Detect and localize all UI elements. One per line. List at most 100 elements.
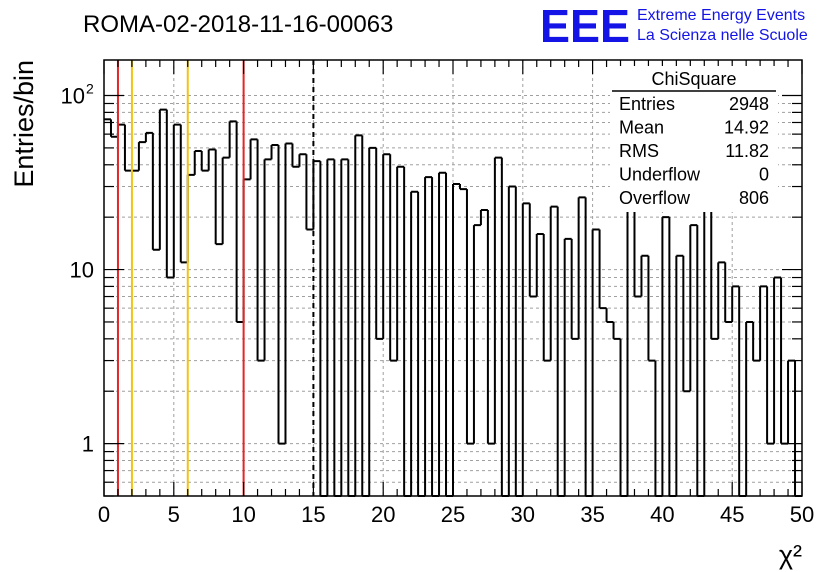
- stats-box-title: ChiSquare: [651, 69, 736, 89]
- stats-box: ChiSquare Entries 2948 Mean 14.92 RMS 11.82 Un…: [610, 66, 778, 212]
- stats-row-value: 14.92: [724, 118, 769, 138]
- histogram-bin: [326, 158, 335, 496]
- y-tick-label: 1: [82, 432, 94, 457]
- histogram-bin: [472, 224, 481, 444]
- x-axis-label: χ²: [779, 540, 802, 570]
- histogram-bin: [675, 254, 684, 496]
- histogram-bin: [123, 124, 132, 172]
- histogram-bin: [228, 120, 237, 158]
- histogram-bin: [221, 156, 230, 245]
- histogram-bin: [458, 184, 467, 191]
- reference-lines: [116, 60, 315, 496]
- y-tick-label: 10: [61, 84, 85, 109]
- eee-logo: EEE Extreme Energy Events La Scienza nel…: [540, 0, 808, 52]
- histogram-bin: [158, 108, 167, 250]
- histogram-bin: [549, 205, 558, 361]
- histogram-bin: [612, 321, 621, 340]
- histogram-bin: [486, 209, 495, 445]
- histogram-bin: [710, 206, 719, 340]
- histogram-bin: [577, 196, 586, 339]
- histogram-bin: [410, 190, 419, 496]
- histogram-bin: [368, 146, 377, 496]
- histogram-bin: [570, 238, 579, 340]
- stats-row-label: Overflow: [619, 188, 691, 208]
- x-tick-label: 0: [98, 502, 110, 527]
- histogram-bin: [235, 121, 244, 323]
- histogram-bin: [340, 158, 349, 496]
- histogram-bin: [291, 143, 300, 168]
- histogram-bin: [682, 255, 691, 393]
- histogram-bin: [493, 156, 502, 444]
- y-axis-label: Entries/bin: [9, 60, 39, 188]
- histogram-bin: [647, 255, 656, 362]
- histogram-bin: [270, 143, 279, 160]
- histogram-bin: [759, 285, 768, 361]
- eee-logo-line1: Extreme Energy Events: [637, 7, 805, 24]
- histogram-bin: [591, 228, 600, 496]
- histogram-bin: [424, 176, 433, 496]
- histogram-bin: [731, 285, 740, 322]
- x-tick-label: 40: [650, 502, 674, 527]
- x-tick-label: 45: [720, 502, 744, 527]
- x-tick-label: 35: [580, 502, 604, 527]
- histogram-bin: [598, 229, 607, 310]
- histogram-bin: [172, 123, 181, 278]
- histogram-bin: [179, 124, 188, 264]
- histogram-bin: [521, 202, 530, 496]
- histogram-bin: [479, 208, 488, 226]
- x-tick-label: 20: [371, 502, 395, 527]
- histogram-bin: [438, 171, 447, 496]
- stats-box-rows: Entries 2948 Mean 14.92 RMS 11.82 Underflow 0 Ov…: [619, 94, 769, 208]
- histogram-bin: [151, 132, 160, 251]
- histogram-bin: [193, 150, 202, 175]
- x-tick-label: 15: [301, 502, 325, 527]
- stats-row-value: 2948: [729, 94, 769, 114]
- x-tick-label: 25: [441, 502, 465, 527]
- histogram-bin: [396, 165, 405, 361]
- histogram-bin: [465, 189, 474, 445]
- y-tick-label: 10: [70, 258, 94, 283]
- histogram-bin: [165, 109, 174, 279]
- stats-row-value: 11.82: [725, 141, 769, 161]
- run-title: ROMA-02-2018-11-16-00063: [83, 11, 393, 38]
- histogram-bin: [535, 233, 544, 297]
- histogram-bin: [745, 320, 754, 496]
- histogram-bin: [200, 151, 209, 172]
- histogram-bin: [389, 154, 398, 362]
- stats-row-label: Mean: [619, 118, 664, 138]
- histogram-bin: [214, 149, 223, 246]
- histogram-bin: [249, 138, 258, 180]
- stats-row-value: 806: [739, 188, 769, 208]
- stats-row-label: Underflow: [619, 165, 701, 185]
- axis-ticks: [103, 60, 803, 497]
- histogram-bin: [507, 185, 516, 496]
- histogram-bin: [752, 321, 761, 362]
- x-tick-label: 50: [790, 502, 814, 527]
- y-tick-label-exponent: 2: [86, 81, 94, 97]
- histogram-bin: [605, 308, 614, 323]
- histogram-bin: [144, 131, 153, 143]
- x-tick-label: 30: [511, 502, 535, 527]
- stats-row-value: 0: [759, 165, 769, 185]
- histogram-bin: [542, 234, 551, 362]
- histogram-bin: [773, 276, 782, 444]
- x-tick-label: 10: [231, 502, 255, 527]
- histogram-bin: [277, 144, 286, 445]
- histogram-bin: [382, 153, 391, 339]
- stats-row-label: RMS: [619, 141, 659, 161]
- histogram-bin: [284, 142, 293, 444]
- histogram-bin: [452, 183, 460, 496]
- histogram-bin: [263, 158, 272, 361]
- histogram-bin: [354, 134, 363, 496]
- histogram-bin: [137, 141, 146, 171]
- histogram-bin: [528, 203, 537, 298]
- histogram-bin: [661, 216, 670, 496]
- histogram-bin: [298, 153, 307, 167]
- histogram-bin: [766, 286, 775, 445]
- histogram-bin: [717, 261, 726, 339]
- x-tick-labels: 0 5 10 15 20 25 30 35 40 45 50: [98, 502, 814, 527]
- histogram-bin: [563, 237, 572, 496]
- histogram-bin: [640, 254, 649, 297]
